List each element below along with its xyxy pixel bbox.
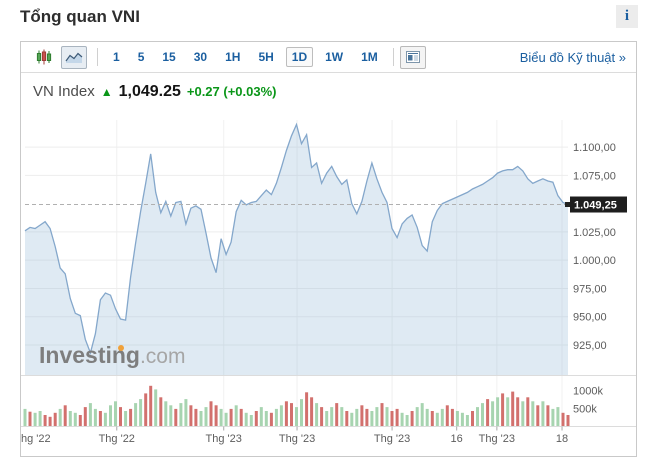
interval-button-1W[interactable]: 1W bbox=[319, 47, 349, 67]
svg-text:Thg '23: Thg '23 bbox=[279, 433, 315, 445]
report-button[interactable] bbox=[399, 45, 426, 69]
instrument-name: VN Index bbox=[33, 83, 95, 100]
y-axis-labels: 1.100,00 1.075,00 1.025,00 1.000,00 975,00 95… bbox=[573, 142, 616, 415]
svg-text:1000k: 1000k bbox=[573, 386, 603, 398]
last-price-marker bbox=[565, 202, 571, 208]
info-icon: i bbox=[624, 8, 630, 24]
interval-button-30[interactable]: 30 bbox=[188, 47, 213, 67]
interval-button-1D[interactable]: 1D bbox=[285, 47, 314, 67]
technical-chart-link[interactable]: Biểu đồ Kỹ thuật » bbox=[519, 49, 626, 65]
svg-text:18: 18 bbox=[556, 433, 568, 445]
current-price-badge bbox=[570, 196, 627, 213]
x-axis-labels: hg '22 Thg '22 Thg '23 Thg '23 Thg '23 16 Thg … bbox=[21, 433, 568, 445]
interval-button-1[interactable]: 1 bbox=[107, 47, 126, 67]
svg-text:hg '22: hg '22 bbox=[21, 433, 51, 445]
info-button[interactable]: i bbox=[616, 5, 638, 28]
svg-text:Thg '23: Thg '23 bbox=[206, 433, 242, 445]
page-title: Tổng quan VNI bbox=[20, 7, 140, 26]
interval-button-5H[interactable]: 5H bbox=[252, 47, 279, 67]
svg-text:Thg '23: Thg '23 bbox=[479, 433, 515, 445]
area-fill bbox=[25, 124, 568, 376]
svg-text:1.000,00: 1.000,00 bbox=[573, 255, 616, 267]
volume-bars bbox=[23, 385, 570, 427]
candlestick-icon bbox=[36, 49, 52, 65]
chart-toolbar: 1 5 15 30 1H 5H 1D 1W 1M Biểu đồ Kỹ thuật » bbox=[21, 42, 636, 73]
svg-text:1.025,00: 1.025,00 bbox=[573, 227, 616, 239]
price-chart[interactable]: 1.100,00 1.075,00 1.025,00 1.000,00 975,00 95… bbox=[21, 72, 636, 456]
interval-button-5[interactable]: 5 bbox=[132, 47, 151, 67]
svg-text:1.075,00: 1.075,00 bbox=[573, 170, 616, 182]
interval-button-1H[interactable]: 1H bbox=[219, 47, 246, 67]
area-chart-button[interactable] bbox=[61, 45, 87, 69]
interval-button-15[interactable]: 15 bbox=[156, 47, 181, 67]
svg-text:925,00: 925,00 bbox=[573, 340, 607, 352]
price-line bbox=[24, 122, 569, 356]
up-arrow-icon: ▲ bbox=[100, 85, 113, 99]
candlestick-chart-button[interactable] bbox=[31, 46, 57, 69]
svg-text:975,00: 975,00 bbox=[573, 283, 607, 295]
quote-header: VN Index ▲ 1,049.25 +0.27 (+0.03%) bbox=[33, 83, 277, 101]
interval-list: 1 5 15 30 1H 5H 1D 1W 1M bbox=[104, 47, 387, 67]
svg-text:16: 16 bbox=[451, 433, 463, 445]
svg-text:1.049,25: 1.049,25 bbox=[574, 200, 617, 212]
svg-text:Thg '22: Thg '22 bbox=[99, 433, 135, 445]
interval-button-1M[interactable]: 1M bbox=[355, 47, 384, 67]
last-price: 1,049.25 bbox=[118, 83, 181, 100]
toolbar-divider bbox=[97, 48, 98, 66]
svg-text:1.100,00: 1.100,00 bbox=[573, 142, 616, 154]
price-change: +0.27 (+0.03%) bbox=[186, 84, 277, 99]
svg-text:950,00: 950,00 bbox=[573, 312, 607, 324]
area-chart-icon bbox=[65, 52, 83, 63]
toolbar-divider bbox=[392, 48, 394, 66]
chart-widget: 1 5 15 30 1H 5H 1D 1W 1M Biểu đồ Kỹ thuật » VN I… bbox=[20, 41, 637, 457]
report-icon bbox=[405, 51, 420, 63]
svg-text:500k: 500k bbox=[573, 404, 597, 416]
svg-text:Thg '23: Thg '23 bbox=[374, 433, 410, 445]
